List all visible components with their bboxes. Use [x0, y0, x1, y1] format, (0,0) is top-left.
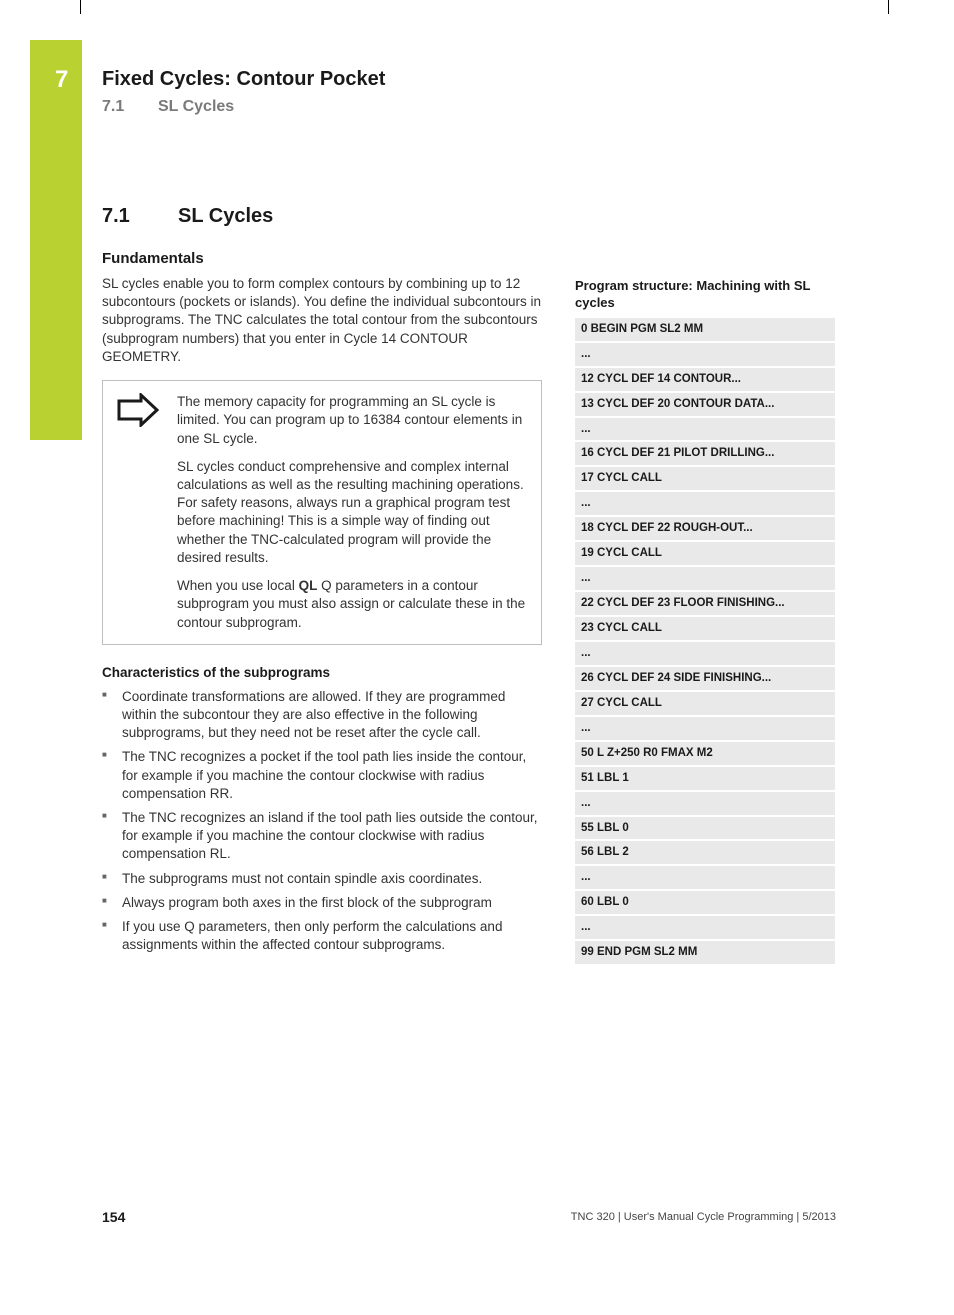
- table-row: 19 CYCL CALL: [575, 541, 835, 566]
- table-row: 17 CYCL CALL: [575, 466, 835, 491]
- program-line: ...: [575, 491, 835, 516]
- table-row: ...: [575, 915, 835, 940]
- right-column: Program structure: Machining with SL cyc…: [575, 278, 835, 966]
- table-row: 51 LBL 1: [575, 766, 835, 791]
- chapter-number: 7: [55, 66, 68, 94]
- table-row: ...: [575, 716, 835, 741]
- program-line: 56 LBL 2: [575, 840, 835, 865]
- program-line: 27 CYCL CALL: [575, 691, 835, 716]
- fundamentals-body: SL cycles enable you to form complex con…: [102, 275, 542, 366]
- program-line: ...: [575, 641, 835, 666]
- list-item: Always program both axes in the first bl…: [102, 894, 542, 912]
- program-line: 13 CYCL DEF 20 CONTOUR DATA...: [575, 392, 835, 417]
- program-line: 55 LBL 0: [575, 816, 835, 841]
- table-row: 0 BEGIN PGM SL2 MM: [575, 318, 835, 342]
- header-section-number: 7.1: [102, 98, 124, 116]
- table-row: 16 CYCL DEF 21 PILOT DRILLING...: [575, 441, 835, 466]
- list-item: The subprograms must not contain spindle…: [102, 870, 542, 888]
- program-line: 26 CYCL DEF 24 SIDE FINISHING...: [575, 666, 835, 691]
- program-table: 0 BEGIN PGM SL2 MM...12 CYCL DEF 14 CONT…: [575, 318, 835, 966]
- program-structure-heading: Program structure: Machining with SL cyc…: [575, 278, 835, 312]
- table-row: 26 CYCL DEF 24 SIDE FINISHING...: [575, 666, 835, 691]
- table-row: 56 LBL 2: [575, 840, 835, 865]
- program-line: 18 CYCL DEF 22 ROUGH-OUT...: [575, 516, 835, 541]
- program-line: 0 BEGIN PGM SL2 MM: [575, 318, 835, 342]
- table-row: ...: [575, 417, 835, 442]
- page-number: 154: [102, 1209, 125, 1225]
- fundamentals-heading: Fundamentals: [102, 250, 542, 267]
- table-row: 13 CYCL DEF 20 CONTOUR DATA...: [575, 392, 835, 417]
- characteristics-list: Coordinate transformations are allowed. …: [102, 688, 542, 955]
- program-line: 99 END PGM SL2 MM: [575, 940, 835, 965]
- header-section-title: SL Cycles: [158, 98, 234, 116]
- program-line: 50 L Z+250 R0 FMAX M2: [575, 741, 835, 766]
- table-row: 22 CYCL DEF 23 FLOOR FINISHING...: [575, 591, 835, 616]
- table-row: ...: [575, 491, 835, 516]
- info-paragraph: The memory capacity for programming an S…: [177, 393, 527, 448]
- page: 7 Fixed Cycles: Contour Pocket 7.1 SL Cy…: [0, 0, 954, 1315]
- program-line: 51 LBL 1: [575, 766, 835, 791]
- table-row: ...: [575, 566, 835, 591]
- left-column: Fundamentals SL cycles enable you to for…: [102, 250, 542, 961]
- list-item: The TNC recognizes an island if the tool…: [102, 809, 542, 864]
- program-line: 16 CYCL DEF 21 PILOT DRILLING...: [575, 441, 835, 466]
- list-item: Coordinate transformations are allowed. …: [102, 688, 542, 743]
- program-line: 22 CYCL DEF 23 FLOOR FINISHING...: [575, 591, 835, 616]
- program-line: 19 CYCL CALL: [575, 541, 835, 566]
- table-row: ...: [575, 791, 835, 816]
- program-line: ...: [575, 417, 835, 442]
- info-text: The memory capacity for programming an S…: [177, 381, 541, 644]
- table-row: 50 L Z+250 R0 FMAX M2: [575, 741, 835, 766]
- table-row: ...: [575, 865, 835, 890]
- program-line: 23 CYCL CALL: [575, 616, 835, 641]
- program-line: ...: [575, 342, 835, 367]
- chapter-tab: [30, 40, 82, 440]
- list-item: The TNC recognizes a pocket if the tool …: [102, 748, 542, 803]
- program-line: ...: [575, 915, 835, 940]
- info-paragraph: SL cycles conduct comprehensive and comp…: [177, 458, 527, 567]
- table-row: 55 LBL 0: [575, 816, 835, 841]
- table-row: 99 END PGM SL2 MM: [575, 940, 835, 965]
- program-line: ...: [575, 791, 835, 816]
- chapter-title: Fixed Cycles: Contour Pocket: [102, 68, 385, 91]
- crop-mark: [888, 0, 889, 14]
- program-line: ...: [575, 716, 835, 741]
- program-line: ...: [575, 566, 835, 591]
- table-row: 12 CYCL DEF 14 CONTOUR...: [575, 367, 835, 392]
- program-line: 12 CYCL DEF 14 CONTOUR...: [575, 367, 835, 392]
- list-item: If you use Q parameters, then only perfo…: [102, 918, 542, 954]
- program-line: 17 CYCL CALL: [575, 466, 835, 491]
- table-row: ...: [575, 641, 835, 666]
- info-paragraph: When you use local QL Q parameters in a …: [177, 577, 527, 632]
- table-row: 23 CYCL CALL: [575, 616, 835, 641]
- table-row: 60 LBL 0: [575, 890, 835, 915]
- footer-text: TNC 320 | User's Manual Cycle Programmin…: [571, 1211, 836, 1223]
- info-icon-cell: [103, 381, 177, 644]
- program-line: 60 LBL 0: [575, 890, 835, 915]
- section-number: 7.1: [102, 205, 130, 228]
- table-row: 18 CYCL DEF 22 ROUGH-OUT...: [575, 516, 835, 541]
- table-row: 27 CYCL CALL: [575, 691, 835, 716]
- arrow-right-icon: [117, 393, 161, 427]
- program-line: ...: [575, 865, 835, 890]
- table-row: ...: [575, 342, 835, 367]
- crop-mark: [80, 0, 81, 14]
- section-title: SL Cycles: [178, 205, 273, 228]
- info-box: The memory capacity for programming an S…: [102, 380, 542, 645]
- characteristics-heading: Characteristics of the subprograms: [102, 665, 542, 680]
